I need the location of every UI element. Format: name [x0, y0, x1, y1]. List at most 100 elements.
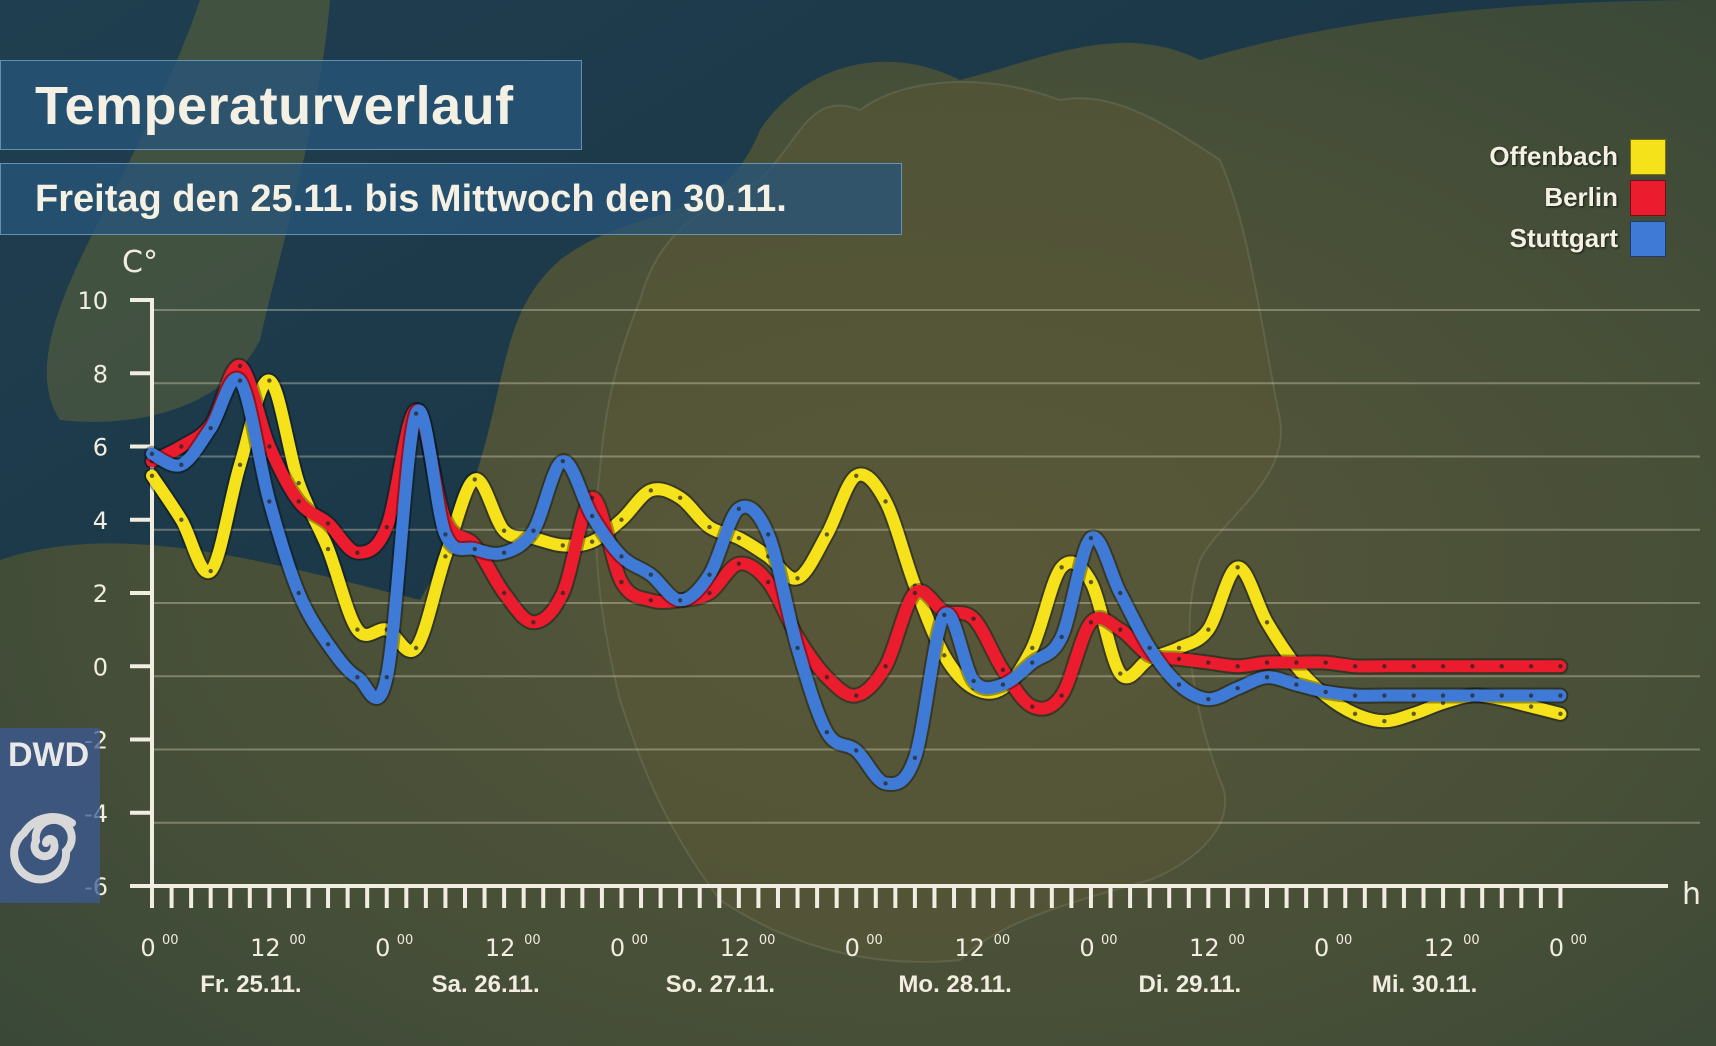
series-point-stuttgart	[1411, 693, 1416, 698]
series-point-stuttgart	[1264, 675, 1270, 680]
day-label: Mo. 28.11.	[898, 971, 1011, 998]
series-point-offenbach	[1558, 711, 1563, 717]
series-point-offenbach	[1264, 620, 1270, 625]
legend-item-stuttgart: Stuttgart	[1489, 218, 1666, 259]
series-point-stuttgart	[501, 550, 507, 555]
series-point-offenbach	[1440, 700, 1446, 706]
series-point-offenbach	[707, 524, 712, 530]
y-tick-label: 10	[77, 287, 108, 315]
series-point-stuttgart	[1176, 682, 1182, 687]
x-tick-label: 12	[250, 934, 281, 962]
series-point-stuttgart	[149, 451, 155, 457]
series-point-berlin	[1235, 664, 1240, 669]
chart-subtitle: Freitag den 25.11. bis Mittwoch den 30.1…	[35, 178, 787, 220]
series-point-stuttgart	[854, 748, 859, 753]
series-point-berlin	[1323, 660, 1328, 665]
x-tick-label: 12	[954, 934, 985, 962]
x-tick-superscript: 00	[994, 933, 1011, 948]
series-point-stuttgart	[1235, 686, 1240, 691]
series-point-stuttgart	[325, 642, 331, 647]
x-axis-label: h	[1682, 877, 1701, 912]
series-point-offenbach	[179, 517, 184, 522]
series-point-stuttgart	[648, 572, 654, 577]
series-point-berlin	[707, 590, 712, 596]
x-tick-superscript: 00	[524, 933, 541, 948]
series-point-berlin	[589, 495, 595, 500]
series-point-offenbach	[589, 539, 595, 544]
series-point-offenbach	[648, 488, 654, 493]
series-point-stuttgart	[1118, 590, 1123, 596]
x-tick-superscript: 00	[759, 933, 776, 948]
day-label: Mi. 30.11.	[1372, 971, 1477, 998]
x-tick-label: 0	[610, 934, 625, 962]
series-point-berlin	[1528, 664, 1534, 669]
series-point-berlin	[1558, 664, 1563, 669]
series-point-offenbach	[1528, 704, 1534, 709]
series-point-offenbach	[795, 576, 800, 581]
x-tick-superscript: 00	[1101, 933, 1118, 948]
series-point-offenbach	[1059, 565, 1064, 570]
logo-text: DWD	[8, 736, 90, 774]
series-point-offenbach	[677, 495, 683, 500]
legend-swatch-berlin	[1630, 179, 1666, 216]
series-point-stuttgart	[1499, 693, 1504, 698]
day-label: Sa. 26.11.	[432, 971, 540, 998]
series-point-berlin	[912, 590, 918, 596]
series-point-offenbach	[208, 568, 213, 574]
series-point-offenbach	[1206, 627, 1211, 632]
x-tick-label: 0	[845, 934, 860, 962]
x-tick-superscript: 00	[397, 933, 414, 948]
legend-label: Offenbach	[1489, 141, 1618, 171]
x-tick-superscript: 00	[1463, 933, 1480, 948]
series-point-berlin	[1206, 660, 1211, 665]
series-point-offenbach	[1176, 645, 1182, 651]
series-point-stuttgart	[237, 378, 243, 383]
y-axis-label: C°	[122, 245, 158, 280]
y-tick-label: 2	[93, 580, 108, 608]
series-point-berlin	[765, 579, 771, 585]
legend-label: Stuttgart	[1509, 223, 1618, 253]
axes	[130, 298, 1668, 908]
series-line-berlin	[146, 359, 1567, 715]
series-point-stuttgart	[795, 645, 800, 651]
series-point-berlin	[1000, 667, 1006, 673]
series-point-offenbach	[1030, 645, 1035, 651]
x-tick-superscript: 00	[162, 933, 179, 948]
series-point-stuttgart	[1323, 689, 1328, 695]
series-point-stuttgart	[1206, 697, 1211, 702]
series-point-berlin	[619, 579, 624, 585]
x-tick-label: 0	[375, 934, 390, 962]
series-point-offenbach	[237, 462, 243, 468]
series-point-berlin	[237, 363, 243, 369]
x-tick-label: 12	[1189, 934, 1220, 962]
series-point-berlin	[1440, 664, 1446, 669]
series-point-offenbach	[267, 378, 272, 383]
series-shadow-berlin	[144, 357, 1569, 717]
series-point-berlin	[854, 693, 859, 698]
x-tick-label: 0	[140, 934, 155, 962]
series-point-stuttgart	[942, 612, 947, 618]
series-point-stuttgart	[1030, 660, 1035, 665]
day-label: Fr. 25.11.	[200, 971, 301, 998]
x-tick-superscript: 00	[1570, 933, 1587, 948]
series-point-berlin	[1118, 627, 1123, 632]
series-point-offenbach	[1235, 565, 1240, 570]
series-point-berlin	[648, 598, 654, 603]
series-layer	[144, 357, 1569, 792]
series-point-berlin	[1411, 664, 1416, 669]
series-point-berlin	[1030, 704, 1035, 709]
series-point-berlin	[736, 561, 742, 566]
x-tick-label: 12	[1424, 934, 1455, 962]
series-point-offenbach	[1118, 671, 1123, 676]
series-point-stuttgart	[1528, 693, 1534, 698]
x-tick-label: 0	[1549, 934, 1564, 962]
series-point-berlin	[1176, 656, 1182, 662]
series-line-stuttgart	[146, 372, 1567, 790]
series-point-stuttgart	[1440, 693, 1446, 698]
series-point-offenbach	[443, 554, 448, 559]
series-point-offenbach	[325, 546, 331, 552]
series-point-berlin	[560, 590, 565, 596]
series-point-berlin	[531, 620, 536, 625]
series-point-stuttgart	[1352, 693, 1358, 698]
